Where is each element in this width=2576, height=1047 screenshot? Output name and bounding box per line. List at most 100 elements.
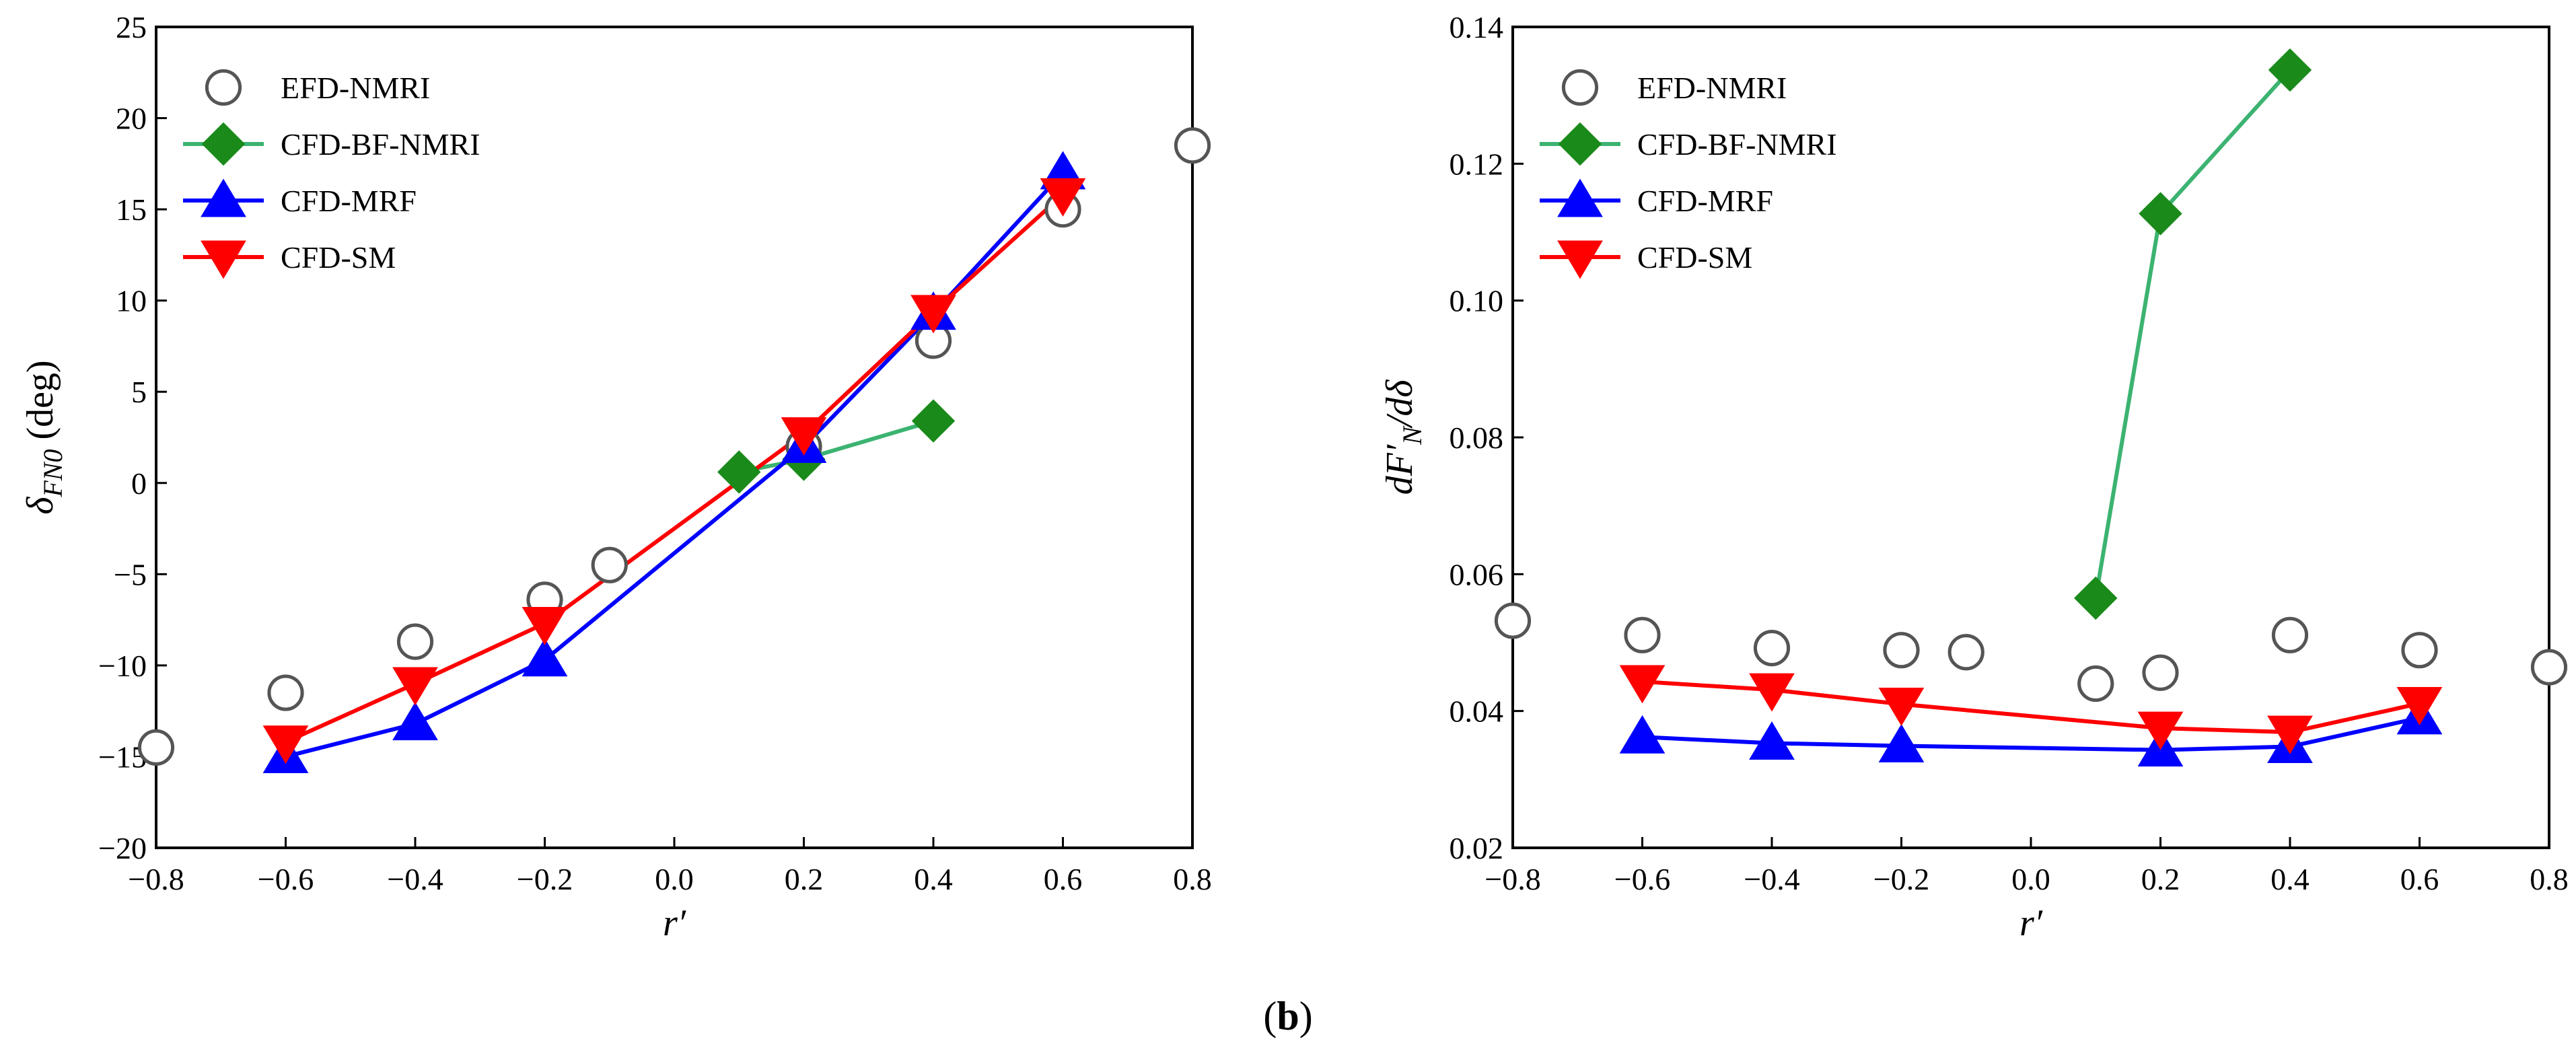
figure-caption: (b) (1263, 994, 1312, 1038)
left-y-tick-label: 5 (131, 375, 147, 409)
right-legend-label-cfd-mrf: CFD-MRF (1637, 184, 1773, 218)
left-chart-panel: −0.8 −0.6 −0.4 −0.2 0.0 0.2 0.4 0.6 0.8−20−15−10… (20, 10, 1212, 944)
left-y-axis-label-subscript: FN0 (38, 449, 68, 498)
right-point-cfd-bf-nmri (2139, 192, 2182, 236)
left-point-cfd-mrf (392, 702, 438, 741)
left-point-cfd-sm (910, 295, 956, 334)
right-chart-panel: −0.8 −0.6 −0.4 −0.2 0.0 0.2 0.4 0.6 0.8 0.02 0.04 0… (1379, 10, 2569, 944)
left-point-cfd-sm (781, 417, 827, 456)
left-x-tick-label: 0.2 (785, 862, 824, 896)
right-point-cfd-bf-nmri (2074, 576, 2118, 620)
right-legend-marker-cfd-mrf (1557, 178, 1603, 217)
right-point-cfd-mrf (1878, 724, 1925, 763)
left-y-tick-label: −20 (98, 831, 147, 865)
left-legend-marker-cfd-sm (201, 240, 246, 279)
left-legend-label-efd-nmri: EFD-NMRI (281, 71, 430, 105)
left-point-cfd-sm (262, 725, 309, 764)
right-point-cfd-sm (1619, 665, 1666, 704)
right-point-efd-nmri (2271, 616, 2309, 653)
left-y-axis-label-main: δ (20, 497, 61, 515)
right-point-efd-nmri (2401, 632, 2438, 669)
caption-close-paren: ) (1299, 994, 1313, 1038)
right-point-cfd-sm (2137, 711, 2184, 750)
right-y-axis-label-suffix: /dδ (1379, 380, 1421, 429)
left-legend-label-cfd-sm: CFD-SM (281, 240, 396, 275)
right-point-efd-nmri (2142, 654, 2179, 691)
left-series-line-cfd-bf-nmri (738, 419, 934, 474)
left-x-tick-label: −0.2 (517, 862, 573, 896)
left-x-tick-label: 0.0 (655, 862, 694, 896)
right-y-tick-label: 0.06 (1450, 557, 1504, 591)
right-point-efd-nmri (1624, 616, 1661, 653)
left-point-cfd-sm (392, 667, 438, 706)
left-legend-marker-cfd-bf-nmri (201, 122, 246, 166)
right-y-axis-label-subscript: N (1397, 425, 1427, 445)
right-legend-label-cfd-bf-nmri: CFD-BF-NMRI (1637, 127, 1837, 161)
left-y-axis-label-suffix: (deg) (20, 360, 61, 449)
right-point-efd-nmri (1947, 634, 1984, 671)
left-point-efd-nmri (1174, 127, 1211, 164)
left-y-tick-label: −5 (114, 557, 147, 591)
right-point-efd-nmri (1883, 632, 1920, 669)
right-x-tick-label: 0.4 (2270, 862, 2310, 896)
right-legend-label-cfd-sm: CFD-SM (1637, 240, 1752, 275)
right-x-tick-label: 0.2 (2141, 862, 2180, 896)
right-x-tick-label: 0.8 (2530, 862, 2569, 896)
right-point-cfd-sm (1749, 673, 1795, 712)
right-y-tick-label: 0.04 (1450, 694, 1504, 729)
left-y-tick-label: 25 (116, 10, 147, 44)
left-x-tick-label: 0.4 (914, 862, 953, 896)
left-x-axis-label: r′ (663, 902, 686, 944)
left-x-tick-label: −0.8 (128, 862, 184, 896)
right-x-axis-label: r′ (2019, 902, 2043, 944)
left-y-tick-label: 20 (116, 102, 147, 136)
right-series-line-cfd-sm (1642, 679, 2421, 735)
right-y-tick-label: 0.02 (1450, 831, 1504, 865)
right-point-efd-nmri (1494, 602, 1532, 639)
left-y-tick-label: 10 (116, 284, 147, 318)
right-point-cfd-sm (2396, 686, 2443, 725)
left-series-line-cfd-sm (285, 193, 1065, 744)
left-point-cfd-bf-nmri (717, 450, 761, 494)
right-legend-label-efd-nmri: EFD-NMRI (1637, 71, 1787, 105)
right-x-tick-label: −0.4 (1744, 862, 1799, 896)
left-legend-label-cfd-bf-nmri: CFD-BF-NMRI (281, 127, 480, 161)
left-point-cfd-bf-nmri (911, 399, 956, 443)
right-y-tick-label: 0.10 (1450, 284, 1504, 318)
right-legend-marker-cfd-bf-nmri (1558, 122, 1602, 166)
left-point-efd-nmri (267, 674, 304, 711)
right-x-tick-label: 0.0 (2011, 862, 2050, 896)
right-legend-marker-efd-nmri (1561, 69, 1599, 106)
left-legend-label-cfd-mrf: CFD-MRF (281, 184, 417, 218)
right-y-axis-label: dF′N/dδ (1379, 380, 1427, 495)
left-legend-marker-cfd-mrf (201, 178, 246, 217)
right-y-tick-label: 0.12 (1450, 147, 1504, 181)
left-legend-marker-efd-nmri (205, 69, 242, 106)
right-point-efd-nmri (1753, 630, 1791, 667)
right-point-efd-nmri (2530, 649, 2568, 686)
left-y-tick-label: 15 (116, 192, 147, 227)
right-point-cfd-sm (2267, 715, 2313, 754)
right-point-cfd-sm (1878, 688, 1925, 726)
right-x-tick-label: −0.2 (1873, 862, 1929, 896)
caption-letter: b (1277, 994, 1299, 1038)
right-series-line-cfd-bf-nmri (2094, 69, 2292, 599)
caption-open-paren: ( (1263, 994, 1277, 1038)
right-point-cfd-mrf (1749, 721, 1795, 760)
right-point-cfd-bf-nmri (2268, 48, 2312, 92)
right-y-tick-label: 0.08 (1450, 421, 1504, 455)
left-point-cfd-sm (522, 607, 568, 646)
left-y-tick-label: 0 (131, 466, 147, 501)
left-x-tick-label: −0.4 (387, 862, 443, 896)
right-point-cfd-mrf (1619, 715, 1666, 754)
right-y-axis-label-main: dF′ (1379, 444, 1421, 495)
left-point-efd-nmri (137, 729, 175, 766)
right-point-efd-nmri (2077, 665, 2114, 702)
left-x-tick-label: −0.6 (258, 862, 314, 896)
left-y-axis-label: δFN0 (deg) (20, 360, 68, 514)
right-x-tick-label: −0.6 (1614, 862, 1670, 896)
right-y-tick-label: 0.14 (1450, 10, 1504, 44)
right-series-line-cfd-mrf (1642, 715, 2421, 752)
right-legend-marker-cfd-sm (1557, 240, 1603, 279)
